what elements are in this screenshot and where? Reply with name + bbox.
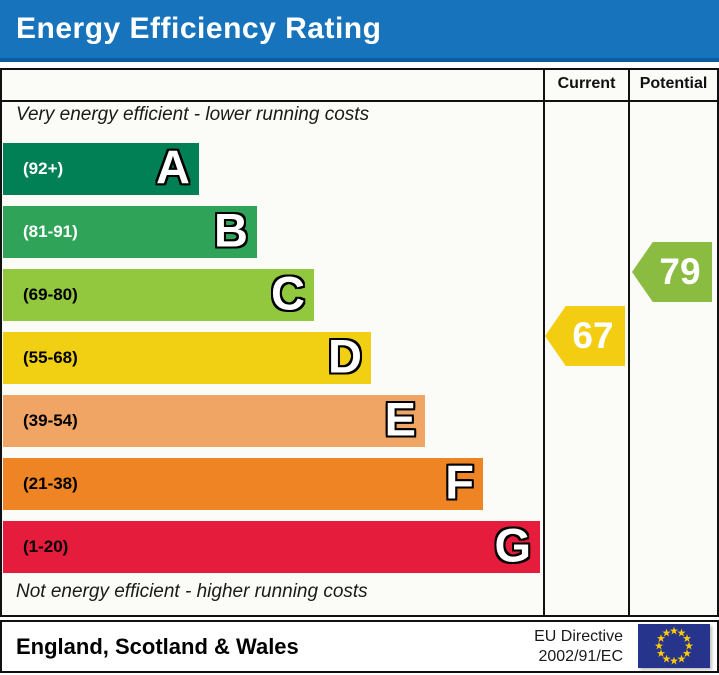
band-range-label: (1-20) — [23, 537, 69, 556]
current-column-divider — [543, 68, 545, 617]
band-f: (21-38) F — [3, 458, 483, 510]
band-letter: G — [494, 518, 531, 572]
bottom-caption: Not energy efficient - higher running co… — [16, 581, 368, 602]
region-label: England, Scotland & Wales — [16, 633, 299, 659]
page-title: Energy Efficiency Rating — [16, 12, 382, 45]
current-column-header: Current — [557, 75, 616, 92]
band-letter: F — [445, 455, 474, 509]
top-caption: Very energy efficient - lower running co… — [16, 104, 370, 125]
band-range-label: (69-80) — [23, 285, 78, 304]
band-range-label: (55-68) — [23, 348, 78, 367]
potential-rating-value: 79 — [659, 251, 701, 292]
rating-bands: (92+) A (81-91) B (69-80) C (55-68) D (39-54) E (2… — [3, 0, 543, 675]
band-letter: D — [328, 329, 362, 383]
band-range-label: (21-38) — [23, 474, 78, 493]
band-g: (1-20) G — [3, 521, 540, 573]
title-bar: Energy Efficiency Rating — [0, 0, 719, 62]
band-c: (69-80) C — [3, 269, 314, 321]
potential-column-header: Potential — [639, 75, 708, 92]
current-rating-value: 67 — [572, 315, 614, 356]
band-range-label: (81-91) — [23, 222, 78, 241]
band-range-label: (39-54) — [23, 411, 78, 430]
band-d: (55-68) D — [3, 332, 371, 384]
eu-flag-icon — [638, 624, 710, 668]
band-a: (92+) A — [3, 143, 199, 195]
band-letter: B — [214, 203, 248, 257]
band-letter: C — [271, 266, 305, 320]
band-letter: A — [156, 140, 190, 194]
band-e: (39-54) E — [3, 395, 425, 447]
band-letter: E — [384, 392, 416, 446]
band-b: (81-91) B — [3, 206, 257, 258]
potential-column-divider — [628, 68, 630, 617]
footer-bar: England, Scotland & Wales EU Directive 2… — [0, 620, 719, 673]
eu-directive-label: EU Directive 2002/91/EC — [534, 627, 623, 665]
header-row-divider — [0, 100, 719, 102]
band-range-label: (92+) — [23, 159, 64, 178]
